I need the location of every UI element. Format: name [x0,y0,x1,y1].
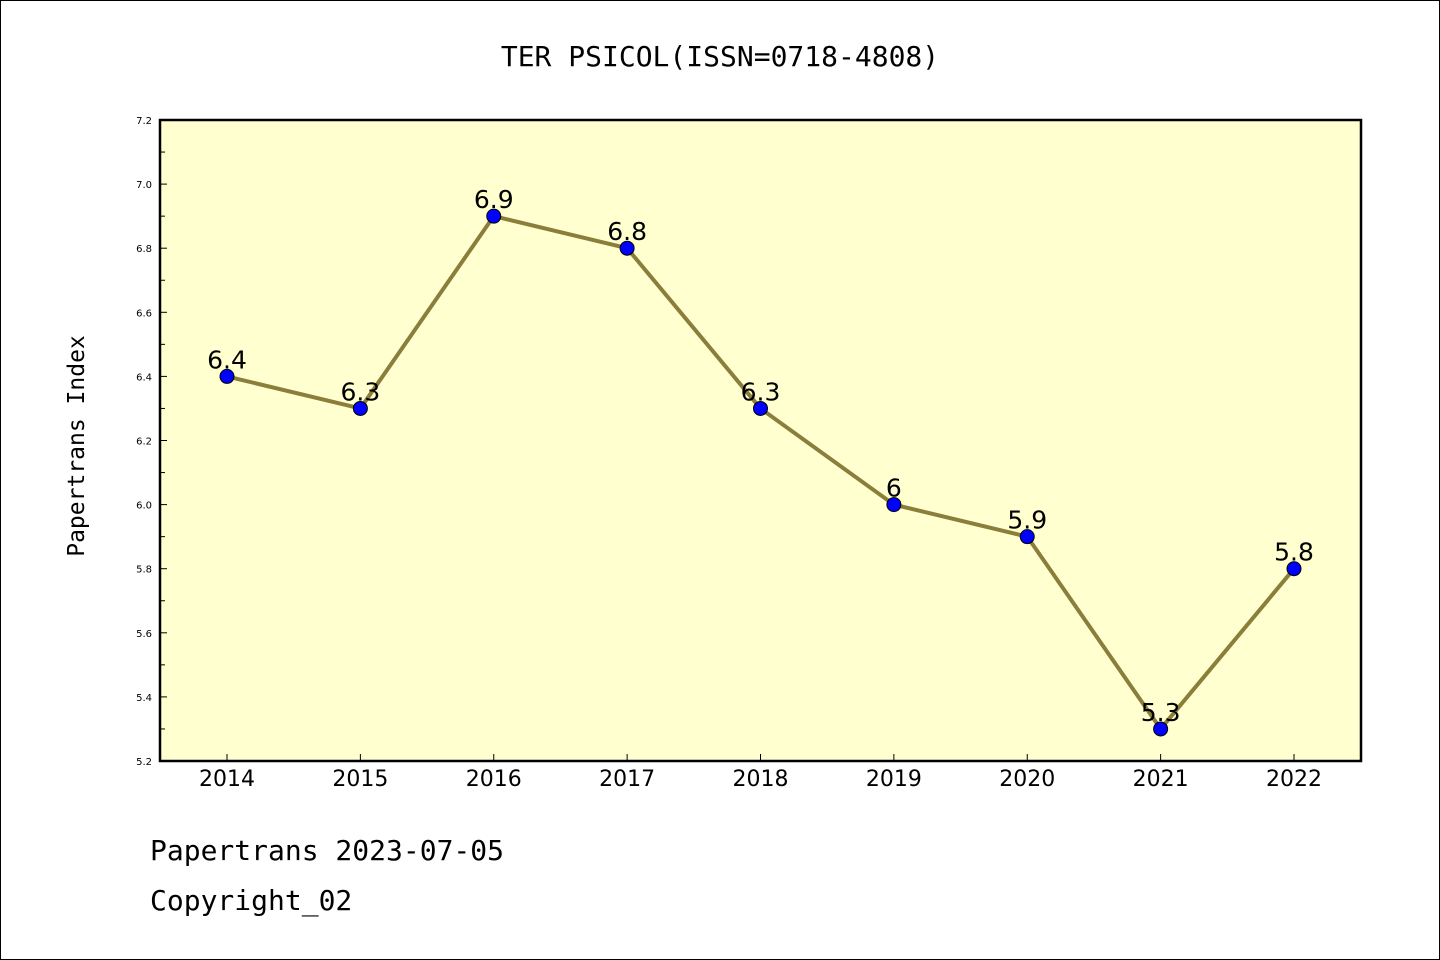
x-tick-label: 2018 [733,767,789,792]
data-label: 5.9 [1007,506,1047,535]
y-tick-label: 7.0 [136,180,152,191]
footer-copyright: Copyright_02 [150,884,353,917]
data-label: 6.8 [607,217,647,246]
data-label: 6 [886,474,902,503]
data-point [753,400,768,416]
data-label: 6.9 [474,185,514,214]
y-tick-label: 5.2 [136,757,152,768]
data-point [1286,561,1302,577]
x-tick-label: 2021 [1133,767,1189,792]
footer-date: Papertrans 2023-07-05 [150,834,505,867]
data-label: 5.3 [1141,698,1181,727]
y-tick-label: 6.2 [136,437,152,448]
y-tick-label: 5.4 [136,693,152,704]
axes: 5.2 5.4 5.6 5.8 6.0 6.2 6.4 6.6 6.8 7.0 7.2 2014 201… [136,116,1322,792]
data-point [1153,721,1169,737]
x-tick-label: 2019 [866,767,922,792]
y-tick-label: 7.2 [136,116,152,127]
data-point [1019,529,1035,545]
data-point [886,497,902,513]
y-tick-label: 6.0 [136,501,152,512]
y-tick-label: 6.4 [136,372,152,383]
data-point [486,208,502,224]
y-tick-label: 5.6 [136,629,152,640]
y-tick-label: 5.8 [136,565,152,576]
data-point [619,240,635,256]
data-label: 5.8 [1274,538,1314,567]
x-tick-label: 2020 [999,767,1055,792]
x-tick-label: 2015 [332,767,388,792]
data-labels: 6.4 6.3 6.9 6.8 6.3 6 5.9 5.3 5.8 [207,185,1314,727]
chart-title: TER PSICOL(ISSN=0718-4808) [501,40,939,73]
x-tick-label: 2014 [199,767,255,792]
x-tick-label: 2016 [466,767,522,792]
data-label: 6.3 [340,377,380,406]
data-point [219,368,235,384]
series-line-group [219,208,1302,737]
y-axis-label: Papertrans Index [64,335,90,557]
x-tick-label: 2017 [599,767,655,792]
data-point [352,400,368,416]
data-label: 6.4 [207,345,247,374]
data-label: 6.3 [741,377,781,406]
y-tick-label: 6.8 [136,244,152,255]
plot-area [158,118,1363,763]
x-tick-label: 2022 [1266,767,1322,792]
y-tick-label: 6.6 [136,308,152,319]
